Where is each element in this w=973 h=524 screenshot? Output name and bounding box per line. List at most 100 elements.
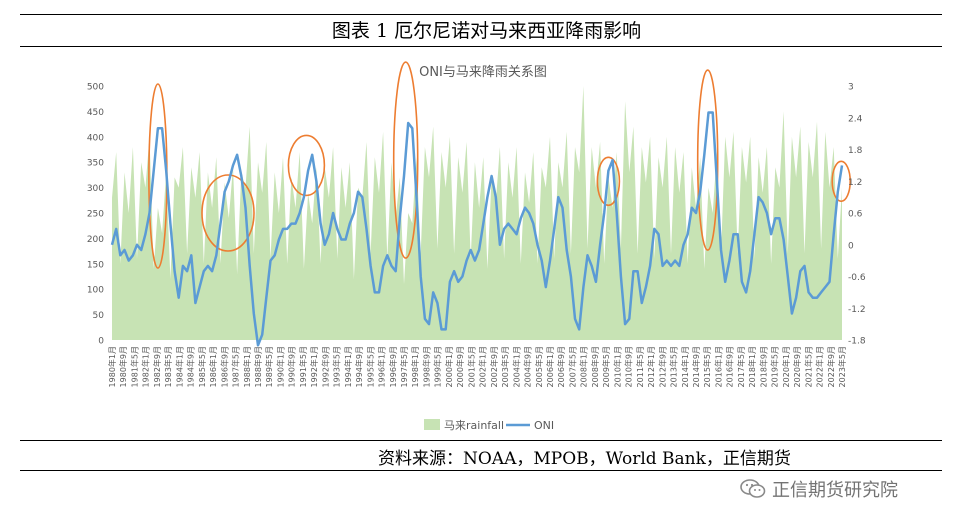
x-tick-label: 2014年9月: [691, 346, 701, 387]
x-tick-label: 1999年5月: [433, 346, 443, 387]
x-tick-label: 2000年1月: [444, 346, 454, 387]
y-left-tick-label: 400: [87, 133, 104, 143]
x-tick-label: 1992年1月: [309, 346, 319, 387]
x-tick-label: 2008年1月: [579, 346, 589, 387]
y-right-tick-label: 1.2: [848, 178, 862, 188]
x-tick-label: 2009年5月: [601, 346, 611, 387]
y-left-tick-label: 50: [93, 311, 105, 321]
oni-line-series: [110, 111, 844, 347]
x-tick-label: 1994年1月: [343, 346, 353, 387]
y-right-tick-label: 0: [848, 241, 854, 251]
rainfall-area-series: [112, 86, 842, 340]
x-tick-label: 2014年1月: [680, 346, 690, 387]
y-right-tick-label: 3: [848, 83, 854, 93]
oni-rainfall-chart: ONI与马来降雨关系图 0 50 100 150 200 250 300 350 400 450 5…: [87, 61, 866, 432]
x-tick-label: 2021年5月: [803, 346, 813, 387]
chart-title: ONI与马来降雨关系图: [419, 65, 547, 80]
x-tick-label: 1986年1月: [208, 346, 218, 387]
x-tick-label: 1982年9月: [152, 346, 162, 387]
x-tick-label: 2015年5月: [702, 346, 712, 387]
x-tick-label: 2002年9月: [489, 346, 499, 387]
source-bottom-rule: [20, 470, 942, 471]
x-tick-label: 2016年9月: [725, 346, 735, 387]
x-tick-label: 2005年5月: [534, 346, 544, 387]
y-left-tick-label: 250: [87, 210, 104, 220]
el-nino-highlight-circle: [287, 134, 326, 197]
x-tick-label: 2004年1月: [511, 346, 521, 387]
x-tick-label: 2008年9月: [590, 346, 600, 387]
y-left-tick-label: 450: [87, 108, 104, 118]
el-nino-highlight-circle: [201, 174, 255, 252]
x-tick-label: 2022年1月: [815, 346, 825, 387]
x-tick-label: 1988年9月: [253, 346, 263, 387]
x-tick-label: 2023年5月: [837, 346, 847, 387]
x-tick-label: 2004年9月: [523, 346, 533, 387]
x-tick-label: 2007年5月: [568, 346, 578, 387]
x-tick-label: 2006年9月: [556, 346, 566, 387]
x-tick-label: 1988年1月: [242, 346, 252, 387]
y-left-tick-label: 350: [87, 159, 104, 169]
x-tick-label: 1991年5月: [298, 346, 308, 387]
y-right-tick-label: 1.8: [848, 146, 863, 156]
x-tick-label: 1996年9月: [388, 346, 398, 387]
x-tick-label: 2013年5月: [669, 346, 679, 387]
title-underline: [20, 46, 942, 47]
el-nino-highlight-circle: [596, 156, 621, 207]
x-tick-label: 1984年1月: [174, 346, 184, 387]
top-rule: [20, 14, 942, 15]
watermark-text: 正信期货研究院: [772, 480, 898, 501]
y-left-tick-label: 300: [87, 184, 104, 194]
y-right-tick-label: -1.8: [848, 337, 866, 347]
x-tick-label: 1985年5月: [197, 346, 207, 387]
x-tick-label: 1997年5月: [399, 346, 409, 387]
x-tick-label: 2018年1月: [747, 346, 757, 387]
x-tick-label: 1992年9月: [320, 346, 330, 387]
x-tick-label: 1980年1月: [107, 346, 117, 387]
x-tick-label: 2001年5月: [466, 346, 476, 387]
x-tick-label: 1995年5月: [365, 346, 375, 387]
x-tick-label: 1981年5月: [130, 346, 140, 387]
legend-label-oni: ONI: [534, 419, 554, 432]
y-left-tick-label: 500: [87, 83, 104, 93]
x-tick-label: 1983年5月: [163, 346, 173, 387]
y-left-tick-label: 0: [98, 337, 104, 347]
x-tick-label: 2020年1月: [781, 346, 791, 387]
x-tick-label: 1982年1月: [141, 346, 151, 387]
y-right-tick-label: 0.6: [848, 210, 863, 220]
x-tick-label: 1993年5月: [332, 346, 342, 387]
x-tick-label: 2022年9月: [826, 346, 836, 387]
y-left-tick-label: 150: [87, 260, 104, 270]
x-tick-label: 2012年1月: [646, 346, 656, 387]
x-tick-label: 2010年1月: [612, 346, 622, 387]
x-tick-label: 2012年9月: [657, 346, 667, 387]
x-tick-label: 2003年5月: [500, 346, 510, 387]
figure-title: 图表 1 厄尔尼诺对马来西亚降雨影响: [331, 20, 642, 42]
x-tick-label: 1998年1月: [410, 346, 420, 387]
x-tick-label: 2000年9月: [455, 346, 465, 387]
el-nino-highlight-circle: [696, 69, 719, 251]
legend-label-rainfall: 马来rainfall: [444, 419, 504, 432]
x-tick-label: 2018年9月: [758, 346, 768, 387]
y-right-tick-label: 2.4: [848, 114, 863, 124]
y-left-tick-label: 200: [87, 235, 104, 245]
x-tick-label: 1987年5月: [231, 346, 241, 387]
x-tick-label: 2019年5月: [770, 346, 780, 387]
x-tick-label: 2011年5月: [635, 346, 645, 387]
el-nino-highlight-circle: [831, 160, 852, 203]
x-tick-label: 1996年1月: [377, 346, 387, 387]
chart-legend: 马来rainfall ONI: [424, 419, 554, 432]
x-tick-label: 2006年1月: [545, 346, 555, 387]
watermark: 正信期货研究院: [740, 476, 898, 502]
x-tick-label: 1990年9月: [287, 346, 297, 387]
x-tick-label: 1998年9月: [422, 346, 432, 387]
y-right-tick-label: -1.2: [848, 305, 866, 315]
x-tick-label: 2010年9月: [624, 346, 634, 387]
x-tick-label: 1984年9月: [186, 346, 196, 387]
x-tick-label: 2017年5月: [736, 346, 746, 387]
y-left-tick-label: 100: [87, 286, 104, 296]
x-tick-label: 1980年9月: [118, 346, 128, 387]
legend-swatch-rainfall: [424, 419, 440, 430]
x-tick-label: 1994年9月: [354, 346, 364, 387]
y-right-tick-label: -0.6: [848, 273, 866, 283]
x-tick-label: 1990年1月: [276, 346, 286, 387]
